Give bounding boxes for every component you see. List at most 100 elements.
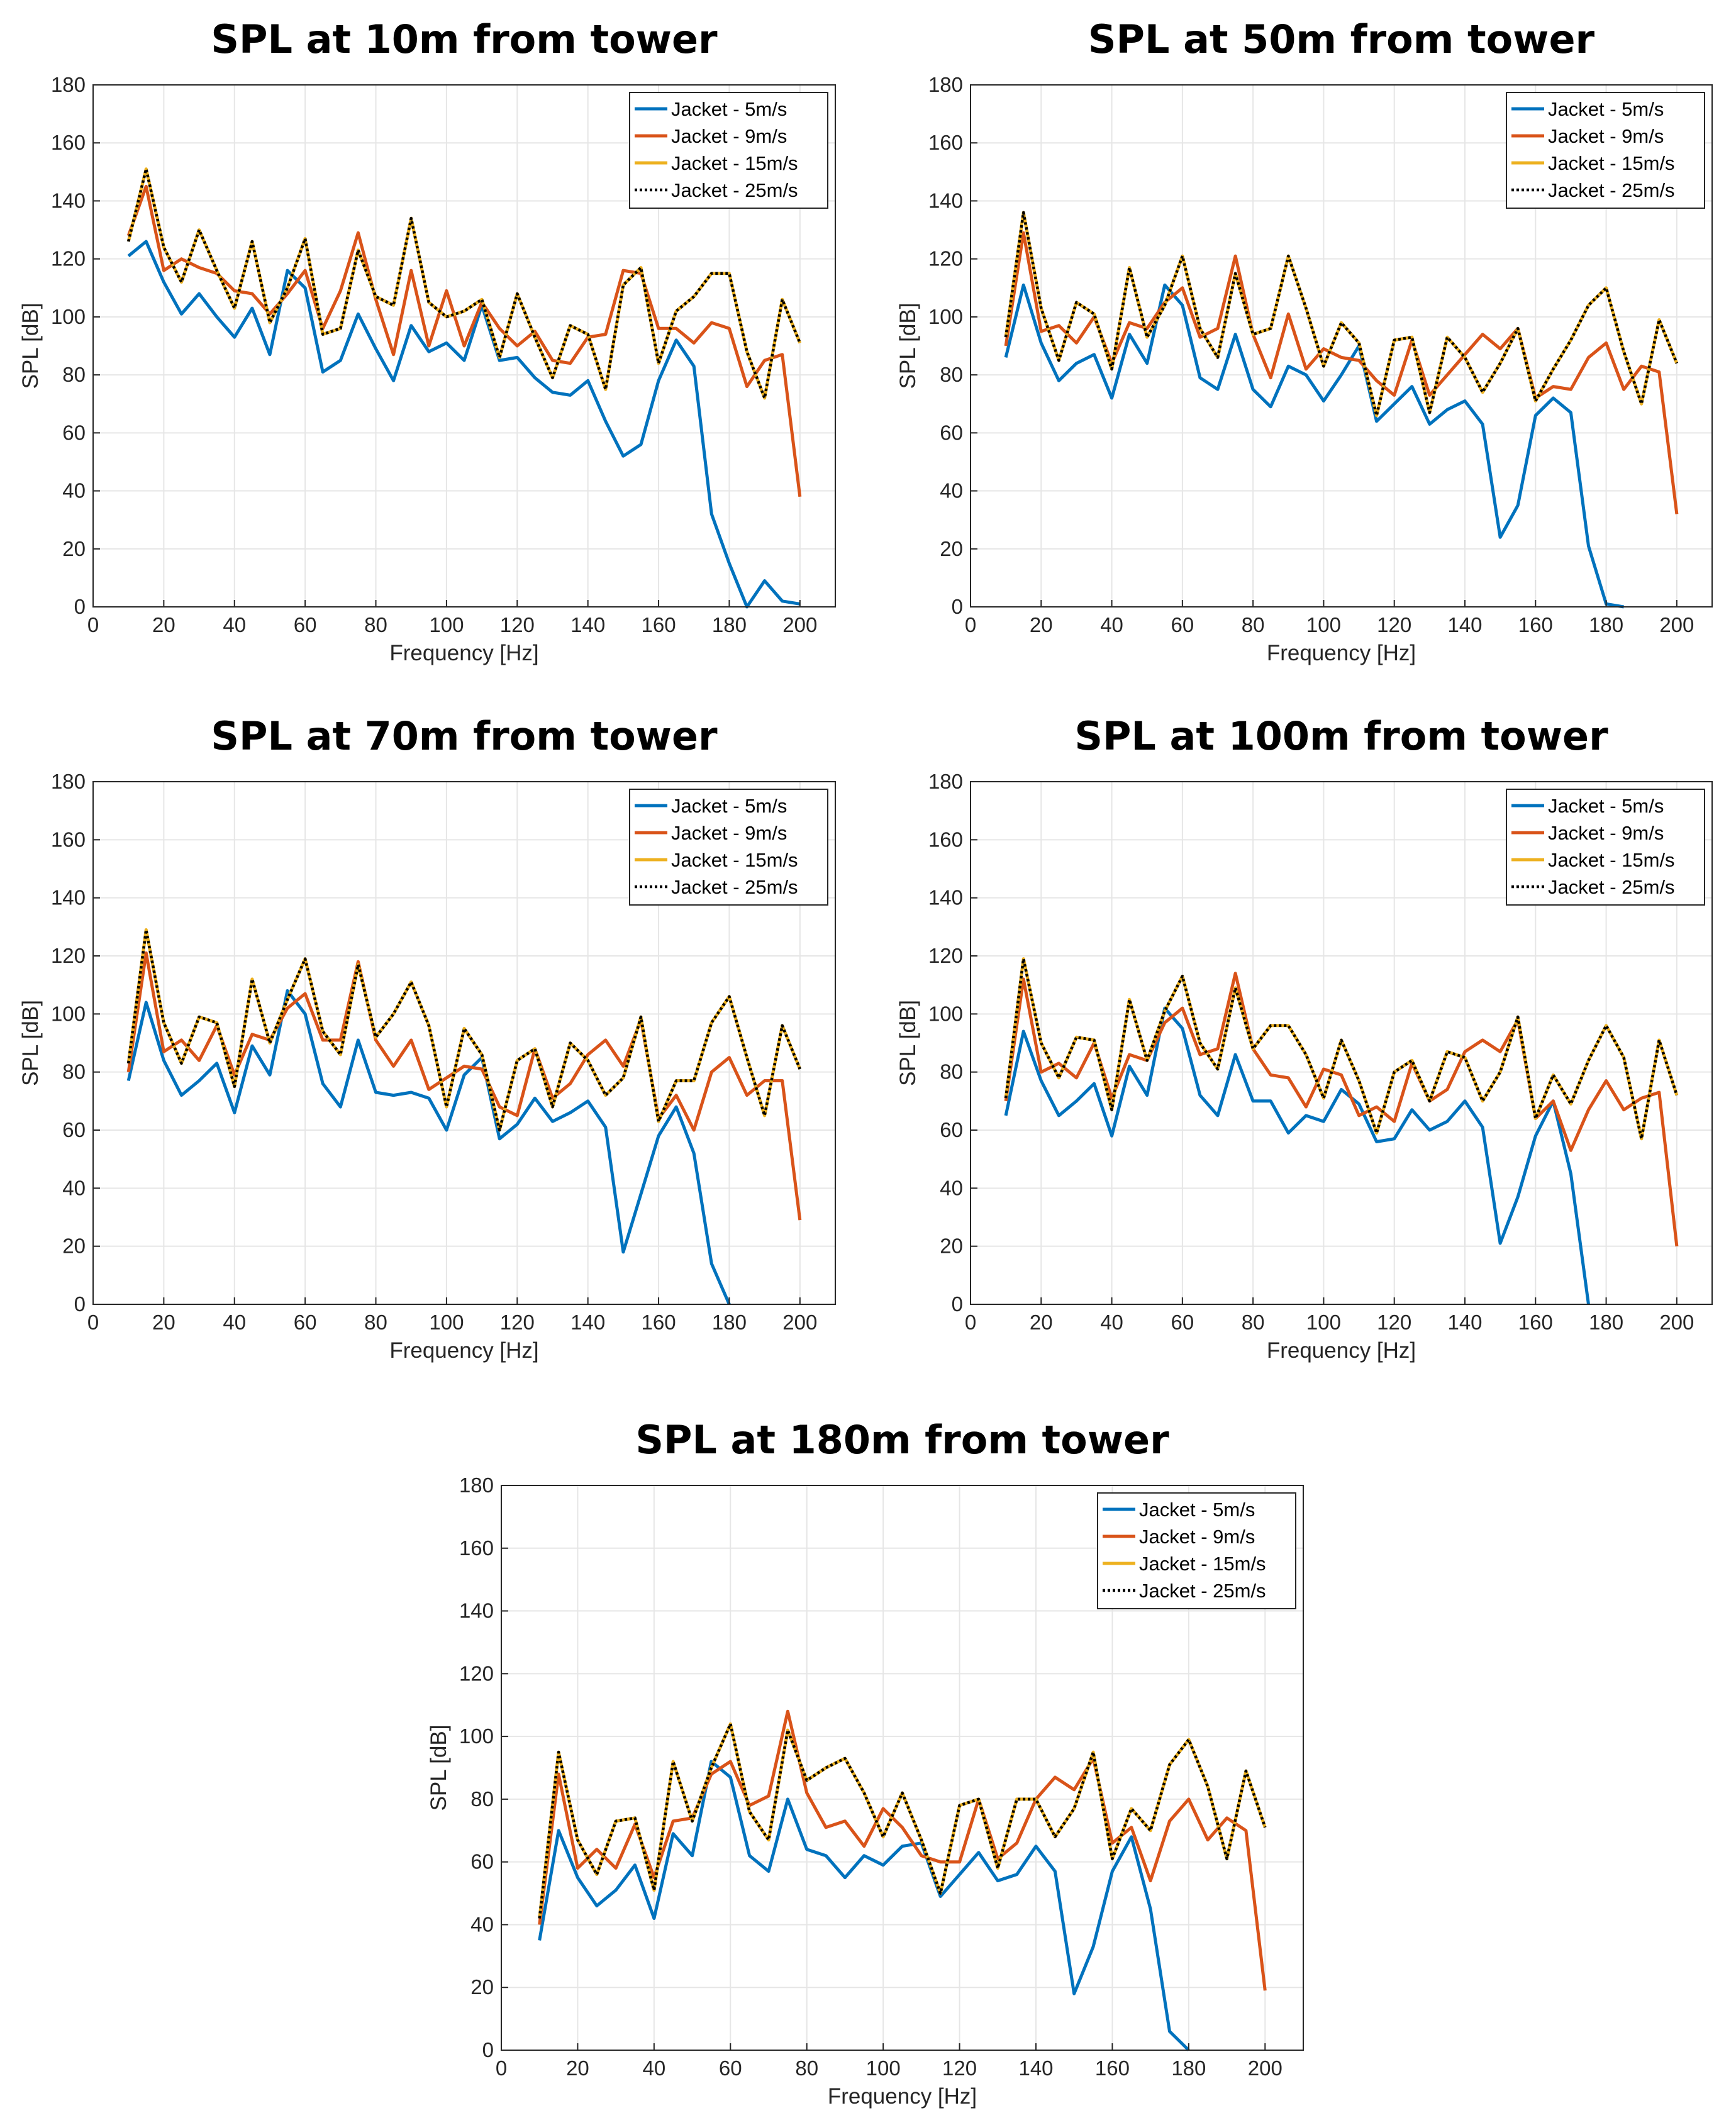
y-axis-label: SPL [dB] (18, 1000, 43, 1086)
x-axis-label: Frequency [Hz] (828, 2084, 977, 2109)
y-axis-label: SPL [dB] (896, 303, 920, 389)
y-tick-label: 0 (952, 595, 963, 618)
series-line-jacket-25m-s (1004, 957, 1679, 1141)
x-tick-label: 100 (1306, 613, 1341, 636)
y-tick-label: 60 (940, 1118, 963, 1141)
x-tick-label: 200 (1659, 613, 1694, 636)
y-tick-label: 140 (51, 886, 86, 909)
y-axis-label: SPL [dB] (426, 1725, 451, 1811)
legend-label: Jacket - 25m/s (1548, 876, 1675, 898)
legend-label: Jacket - 5m/s (1548, 795, 1664, 817)
x-tick-label: 200 (782, 1311, 817, 1334)
y-tick-label: 20 (62, 537, 86, 560)
y-tick-label: 60 (62, 1118, 86, 1141)
x-tick-label: 140 (570, 613, 605, 636)
x-tick-label: 20 (566, 2056, 589, 2080)
legend-label: Jacket - 5m/s (1548, 98, 1664, 120)
legend-label: Jacket - 25m/s (1139, 1580, 1266, 1602)
axes-box (970, 84, 1713, 608)
x-tick-label: 0 (965, 613, 976, 636)
y-tick-label: 120 (51, 944, 86, 967)
x-tick-label: 120 (1377, 1311, 1411, 1334)
chart-title: SPL at 180m from tower (635, 1417, 1169, 1463)
series-line-jacket-5m-s (126, 989, 731, 1305)
x-tick-label: 120 (942, 2056, 977, 2080)
y-tick-label: 160 (51, 131, 86, 154)
legend-box (1506, 92, 1705, 209)
x-tick-label: 100 (1306, 1311, 1341, 1334)
x-tick-label: 0 (87, 1311, 99, 1334)
x-tick-label: 0 (87, 613, 99, 636)
y-axis-label: SPL [dB] (18, 303, 43, 389)
y-tick-label: 120 (928, 247, 963, 270)
x-tick-label: 180 (1589, 1311, 1623, 1334)
y-tick-label: 0 (952, 1292, 963, 1316)
y-tick-label: 180 (51, 770, 86, 793)
axes-box (92, 781, 836, 1305)
x-tick-label: 80 (795, 2056, 818, 2080)
x-tick-label: 100 (429, 613, 464, 636)
x-tick-label: 160 (1095, 2056, 1130, 2080)
x-tick-label: 100 (429, 1311, 464, 1334)
series-line-jacket-5m-s (127, 240, 801, 609)
legend-label: Jacket - 25m/s (671, 876, 798, 898)
legend-label: Jacket - 9m/s (1139, 1526, 1255, 1548)
x-tick-label: 40 (1100, 1311, 1123, 1334)
series-line-jacket-25m-s (127, 167, 801, 400)
x-tick-label: 180 (712, 613, 747, 636)
y-axis-label: SPL [dB] (896, 1000, 920, 1086)
x-tick-label: 160 (1518, 613, 1553, 636)
y-tick-label: 140 (51, 189, 86, 212)
legend: Jacket - 5m/s Jacket - 9m/s Jacket - 15m/s… (1506, 92, 1705, 209)
x-tick-label: 140 (1447, 1311, 1482, 1334)
legend-label: Jacket - 9m/s (671, 822, 787, 844)
x-tick-label: 80 (1242, 1311, 1265, 1334)
y-tick-label: 160 (928, 131, 963, 154)
legend-label: Jacket - 15m/s (671, 849, 798, 871)
x-tick-label: 140 (1447, 613, 1482, 636)
series-line-jacket-25m-s (538, 1722, 1267, 1919)
chart-title: SPL at 10m from tower (211, 16, 718, 62)
x-tick-label: 20 (152, 1311, 175, 1334)
x-tick-label: 160 (642, 613, 676, 636)
series-line-jacket-5m-s (1004, 1006, 1590, 1305)
y-tick-label: 100 (928, 1002, 963, 1025)
x-axis-label: Frequency [Hz] (1267, 1338, 1416, 1363)
x-tick-label: 100 (866, 2056, 901, 2080)
legend: Jacket - 5m/s Jacket - 9m/s Jacket - 15m/s… (1097, 1492, 1296, 1609)
x-axis-label: Frequency [Hz] (389, 1338, 538, 1363)
x-tick-label: 200 (1659, 1311, 1694, 1334)
legend-label: Jacket - 15m/s (1548, 152, 1675, 174)
x-tick-label: 80 (364, 1311, 387, 1334)
axes-box (92, 84, 836, 608)
legend-box (629, 92, 828, 209)
series-line-jacket-15m-s (1004, 211, 1679, 418)
legend-label: Jacket - 15m/s (1548, 849, 1675, 871)
y-tick-label: 140 (459, 1599, 494, 1623)
y-tick-label: 160 (928, 828, 963, 851)
legend-label: Jacket - 15m/s (671, 152, 798, 174)
y-tick-label: 40 (62, 479, 86, 502)
legend-box (1506, 789, 1705, 906)
y-tick-label: 40 (940, 1176, 963, 1199)
x-tick-label: 40 (223, 1311, 246, 1334)
y-tick-label: 60 (940, 421, 963, 444)
y-tick-label: 140 (928, 886, 963, 909)
x-tick-label: 140 (1018, 2056, 1053, 2080)
x-tick-label: 20 (152, 613, 175, 636)
x-tick-label: 20 (1030, 613, 1053, 636)
y-tick-label: 0 (74, 1292, 86, 1316)
y-tick-label: 120 (51, 247, 86, 270)
legend-label: Jacket - 9m/s (1548, 822, 1664, 844)
x-tick-label: 60 (1171, 613, 1194, 636)
y-tick-label: 0 (74, 595, 86, 618)
series-line-jacket-5m-s (1004, 283, 1625, 609)
y-tick-label: 100 (928, 305, 963, 328)
x-tick-label: 120 (500, 613, 535, 636)
legend-box (629, 789, 828, 906)
x-tick-label: 120 (500, 1311, 535, 1334)
x-tick-label: 0 (496, 2056, 507, 2080)
x-tick-label: 0 (965, 1311, 976, 1334)
x-tick-label: 200 (1248, 2056, 1283, 2080)
